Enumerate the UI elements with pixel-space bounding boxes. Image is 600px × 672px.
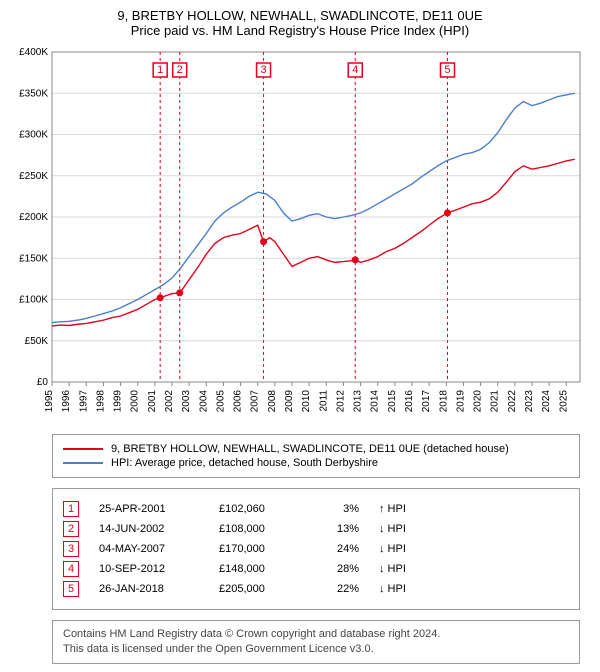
legend-swatch (63, 448, 103, 450)
event-direction: ↓ HPI (379, 563, 439, 575)
event-marker: 3 (63, 541, 79, 557)
svg-text:2003: 2003 (181, 390, 192, 413)
event-direction: ↑ HPI (379, 503, 439, 515)
svg-text:£150K: £150K (19, 253, 48, 264)
svg-text:2023: 2023 (524, 390, 535, 413)
event-row: 2 14-JUN-2002 £108,000 13% ↓ HPI (63, 521, 569, 537)
svg-text:2006: 2006 (233, 390, 244, 413)
svg-text:2014: 2014 (370, 390, 381, 413)
event-price: £148,000 (219, 563, 299, 575)
event-price: £108,000 (219, 523, 299, 535)
event-date: 14-JUN-2002 (99, 523, 199, 535)
svg-text:2010: 2010 (301, 390, 312, 413)
svg-text:2009: 2009 (284, 390, 295, 413)
chart-area: £0 £50K £100K £150K £200K £250K £300K £350K £400… (8, 44, 592, 424)
svg-text:2020: 2020 (473, 390, 484, 413)
svg-text:2013: 2013 (353, 390, 364, 413)
svg-text:£350K: £350K (19, 88, 48, 99)
event-row: 5 26-JAN-2018 £205,000 22% ↓ HPI (63, 581, 569, 597)
event-pct: 24% (319, 543, 359, 555)
event-marker: 1 (63, 501, 79, 517)
title-line2: Price paid vs. HM Land Registry's House … (8, 23, 592, 38)
event-marker: 5 (63, 581, 79, 597)
event-row: 4 10-SEP-2012 £148,000 28% ↓ HPI (63, 561, 569, 577)
svg-text:2007: 2007 (250, 390, 261, 413)
event-direction: ↓ HPI (379, 543, 439, 555)
event-price: £102,060 (219, 503, 299, 515)
event-price: £170,000 (219, 543, 299, 555)
svg-text:2018: 2018 (438, 390, 449, 413)
event-row: 3 04-MAY-2007 £170,000 24% ↓ HPI (63, 541, 569, 557)
svg-text:1997: 1997 (78, 390, 89, 413)
svg-text:2016: 2016 (404, 390, 415, 413)
svg-text:2022: 2022 (507, 390, 518, 413)
title-line1: 9, BRETBY HOLLOW, NEWHALL, SWADLINCOTE, … (8, 8, 592, 23)
svg-text:2001: 2001 (147, 390, 158, 413)
chart-title: 9, BRETBY HOLLOW, NEWHALL, SWADLINCOTE, … (8, 8, 592, 38)
svg-text:2015: 2015 (387, 390, 398, 413)
svg-text:1995: 1995 (44, 390, 55, 413)
svg-text:2024: 2024 (541, 390, 552, 413)
event-direction: ↓ HPI (379, 523, 439, 535)
license-notice: Contains HM Land Registry data © Crown c… (52, 620, 580, 664)
svg-text:£200K: £200K (19, 212, 48, 223)
svg-text:3: 3 (260, 64, 266, 76)
event-date: 25-APR-2001 (99, 503, 199, 515)
svg-text:2005: 2005 (215, 390, 226, 413)
event-price: £205,000 (219, 583, 299, 595)
event-pct: 28% (319, 563, 359, 575)
svg-text:2002: 2002 (164, 390, 175, 413)
events-table: 1 25-APR-2001 £102,060 3% ↑ HPI 2 14-JUN-2002 £… (52, 488, 580, 610)
svg-text:£50K: £50K (25, 336, 49, 347)
svg-text:2019: 2019 (455, 390, 466, 413)
svg-text:1999: 1999 (113, 390, 124, 413)
event-pct: 22% (319, 583, 359, 595)
legend-label: HPI: Average price, detached house, Sout… (111, 457, 378, 469)
license-line1: Contains HM Land Registry data © Crown c… (63, 627, 569, 642)
svg-text:2025: 2025 (558, 390, 569, 413)
event-marker: 4 (63, 561, 79, 577)
svg-text:2008: 2008 (267, 390, 278, 413)
svg-text:1998: 1998 (95, 390, 106, 413)
svg-text:2011: 2011 (318, 390, 329, 412)
svg-text:£300K: £300K (19, 130, 48, 141)
event-pct: 13% (319, 523, 359, 535)
legend-item: HPI: Average price, detached house, Sout… (63, 457, 569, 469)
event-pct: 3% (319, 503, 359, 515)
svg-text:1: 1 (157, 64, 163, 76)
event-marker: 2 (63, 521, 79, 537)
event-date: 10-SEP-2012 (99, 563, 199, 575)
svg-text:£400K: £400K (19, 47, 48, 58)
legend-label: 9, BRETBY HOLLOW, NEWHALL, SWADLINCOTE, … (111, 443, 509, 455)
line-chart-svg: £0 £50K £100K £150K £200K £250K £300K £350K £400… (8, 44, 592, 424)
svg-text:2000: 2000 (130, 390, 141, 413)
svg-text:£100K: £100K (19, 295, 48, 306)
svg-text:2012: 2012 (335, 390, 346, 413)
event-direction: ↓ HPI (379, 583, 439, 595)
event-date: 04-MAY-2007 (99, 543, 199, 555)
svg-text:2004: 2004 (198, 390, 209, 413)
svg-text:5: 5 (444, 64, 450, 76)
svg-text:2: 2 (177, 64, 183, 76)
event-date: 26-JAN-2018 (99, 583, 199, 595)
svg-text:£0: £0 (37, 377, 49, 388)
legend-item: 9, BRETBY HOLLOW, NEWHALL, SWADLINCOTE, … (63, 443, 569, 455)
event-row: 1 25-APR-2001 £102,060 3% ↑ HPI (63, 501, 569, 517)
legend: 9, BRETBY HOLLOW, NEWHALL, SWADLINCOTE, … (52, 434, 580, 478)
license-line2: This data is licensed under the Open Gov… (63, 642, 569, 657)
legend-swatch (63, 462, 103, 464)
svg-text:2017: 2017 (421, 390, 432, 413)
svg-text:£250K: £250K (19, 171, 48, 182)
svg-text:1996: 1996 (61, 390, 72, 413)
svg-text:2021: 2021 (490, 390, 501, 413)
svg-text:4: 4 (352, 64, 358, 76)
